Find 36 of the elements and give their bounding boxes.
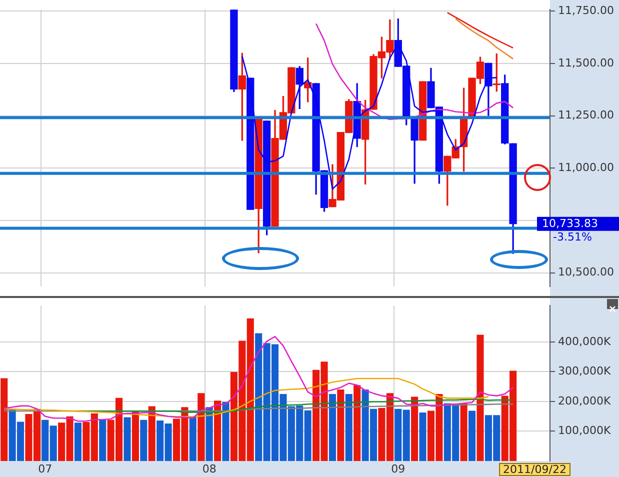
bar — [345, 394, 352, 461]
y-tick-label: 11,750.00 — [558, 4, 614, 17]
x-tick-label: 08 — [202, 462, 216, 476]
bar — [99, 419, 106, 461]
bar — [124, 417, 131, 461]
bar — [222, 402, 230, 461]
bar — [419, 412, 426, 461]
bar — [328, 394, 336, 461]
y-tick-label: 100,000K — [558, 424, 612, 438]
text: 2011/09/22 — [503, 462, 566, 476]
bar — [476, 334, 484, 461]
bar — [140, 420, 148, 461]
bar — [206, 407, 213, 461]
bar — [337, 390, 344, 461]
text: -3.51% — [553, 230, 592, 244]
x-tick-label: 09 — [391, 462, 406, 476]
y-tick-label: 11,000.00 — [558, 160, 614, 174]
bar — [189, 416, 196, 461]
bar — [74, 422, 82, 461]
bar — [132, 412, 139, 461]
bar — [411, 396, 418, 461]
y-tick-label: 10,500.00 — [558, 266, 614, 279]
x-tick-label: 07 — [38, 462, 52, 476]
bar — [214, 400, 222, 461]
bar — [468, 410, 476, 461]
y-tick-label: 300,000K — [558, 364, 612, 378]
bar — [354, 385, 361, 461]
y-tick-label: 400,000K — [558, 334, 612, 348]
text: 10,733.83 — [542, 217, 598, 230]
bar — [0, 378, 8, 461]
y-tick-label: 200,000K — [558, 394, 612, 408]
y-tick-label: 11,500.00 — [558, 56, 614, 70]
bar — [198, 393, 205, 461]
y-tick-label: 11,250.00 — [558, 108, 614, 122]
bar — [460, 403, 468, 461]
bar — [148, 406, 156, 461]
